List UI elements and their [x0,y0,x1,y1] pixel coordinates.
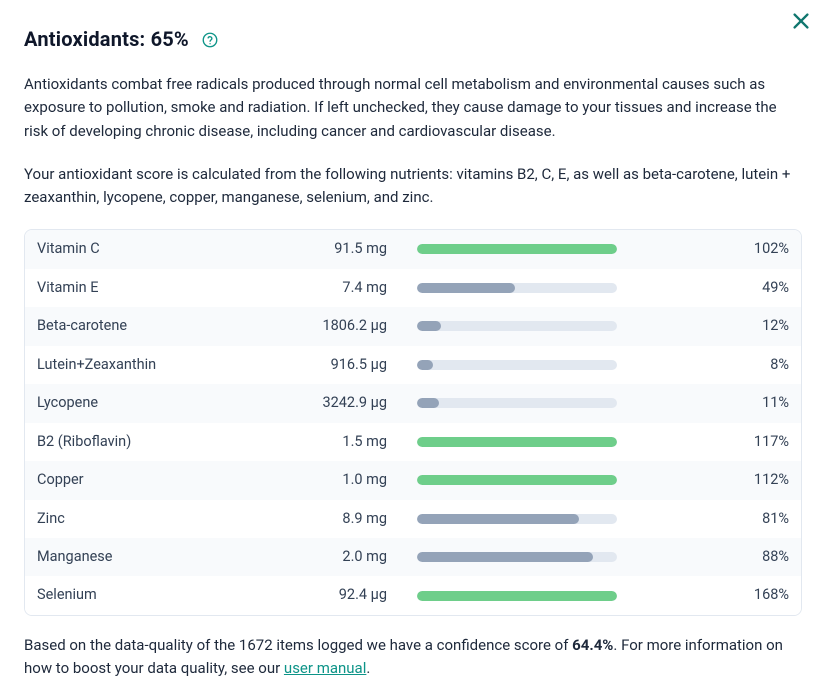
nutrient-amount: 916.5 µg [267,354,417,376]
nutrient-amount: 8.9 mg [267,508,417,530]
progress-bar [417,514,729,524]
nutrient-name: Selenium [37,584,267,606]
nutrient-table: Vitamin C91.5 mg 102% Vitamin E7.4 mg 49% Be… [24,229,802,616]
progress-bar [417,321,729,331]
header: Antioxidants: 65% [24,24,802,55]
nutrient-name: B2 (Riboflavin) [37,431,267,453]
footer-suffix: . [366,659,370,677]
nutrient-amount: 91.5 mg [267,238,417,260]
progress-bar [417,244,729,254]
nutrient-percent: 112% [729,469,789,491]
table-row: Beta-carotene1806.2 µg 12% [25,307,801,345]
footer-prefix: Based on the data-quality of the 1672 it… [24,636,572,654]
nutrient-amount: 1.5 mg [267,431,417,453]
footer-text: Based on the data-quality of the 1672 it… [24,634,802,680]
nutrient-name: Copper [37,469,267,491]
nutrient-amount: 1806.2 µg [267,315,417,337]
nutrient-percent: 81% [729,508,789,530]
nutrient-percent: 8% [729,354,789,376]
nutrient-amount: 3242.9 µg [267,392,417,414]
table-row: Zinc8.9 mg 81% [25,500,801,538]
nutrient-name: Lutein+Zeaxanthin [37,354,267,376]
nutrient-amount: 92.4 µg [267,584,417,606]
progress-bar [417,475,729,485]
nutrient-amount: 7.4 mg [267,277,417,299]
table-row: Lutein+Zeaxanthin916.5 µg 8% [25,346,801,384]
user-manual-link[interactable]: user manual [284,659,366,677]
progress-bar [417,360,729,370]
table-row: Vitamin E7.4 mg 49% [25,269,801,307]
progress-bar [417,283,729,293]
table-row: Copper1.0 mg 112% [25,461,801,499]
progress-bar [417,437,729,447]
nutrient-name: Zinc [37,508,267,530]
table-row: Manganese2.0 mg 88% [25,538,801,576]
progress-bar [417,398,729,408]
nutrient-percent: 102% [729,238,789,260]
progress-bar [417,552,729,562]
help-icon[interactable] [201,31,219,49]
nutrient-percent: 117% [729,431,789,453]
nutrient-amount: 2.0 mg [267,546,417,568]
nutrient-percent: 88% [729,546,789,568]
progress-bar [417,591,729,601]
nutrient-name: Lycopene [37,392,267,414]
table-row: Lycopene3242.9 µg 11% [25,384,801,422]
nutrient-percent: 11% [729,392,789,414]
subdescription-text: Your antioxidant score is calculated fro… [24,163,802,210]
nutrient-percent: 49% [729,277,789,299]
nutrient-name: Vitamin E [37,277,267,299]
close-button[interactable] [790,10,812,32]
table-row: Vitamin C91.5 mg 102% [25,230,801,268]
nutrient-percent: 12% [729,315,789,337]
nutrient-name: Manganese [37,546,267,568]
table-row: B2 (Riboflavin)1.5 mg 117% [25,423,801,461]
nutrient-percent: 168% [729,584,789,606]
footer-confidence: 64.4% [572,636,613,654]
description-text: Antioxidants combat free radicals produc… [24,73,802,143]
table-row: Selenium92.4 µg 168% [25,576,801,614]
nutrient-name: Beta-carotene [37,315,267,337]
page-title: Antioxidants: 65% [24,24,189,55]
nutrient-amount: 1.0 mg [267,469,417,491]
nutrient-name: Vitamin C [37,238,267,260]
